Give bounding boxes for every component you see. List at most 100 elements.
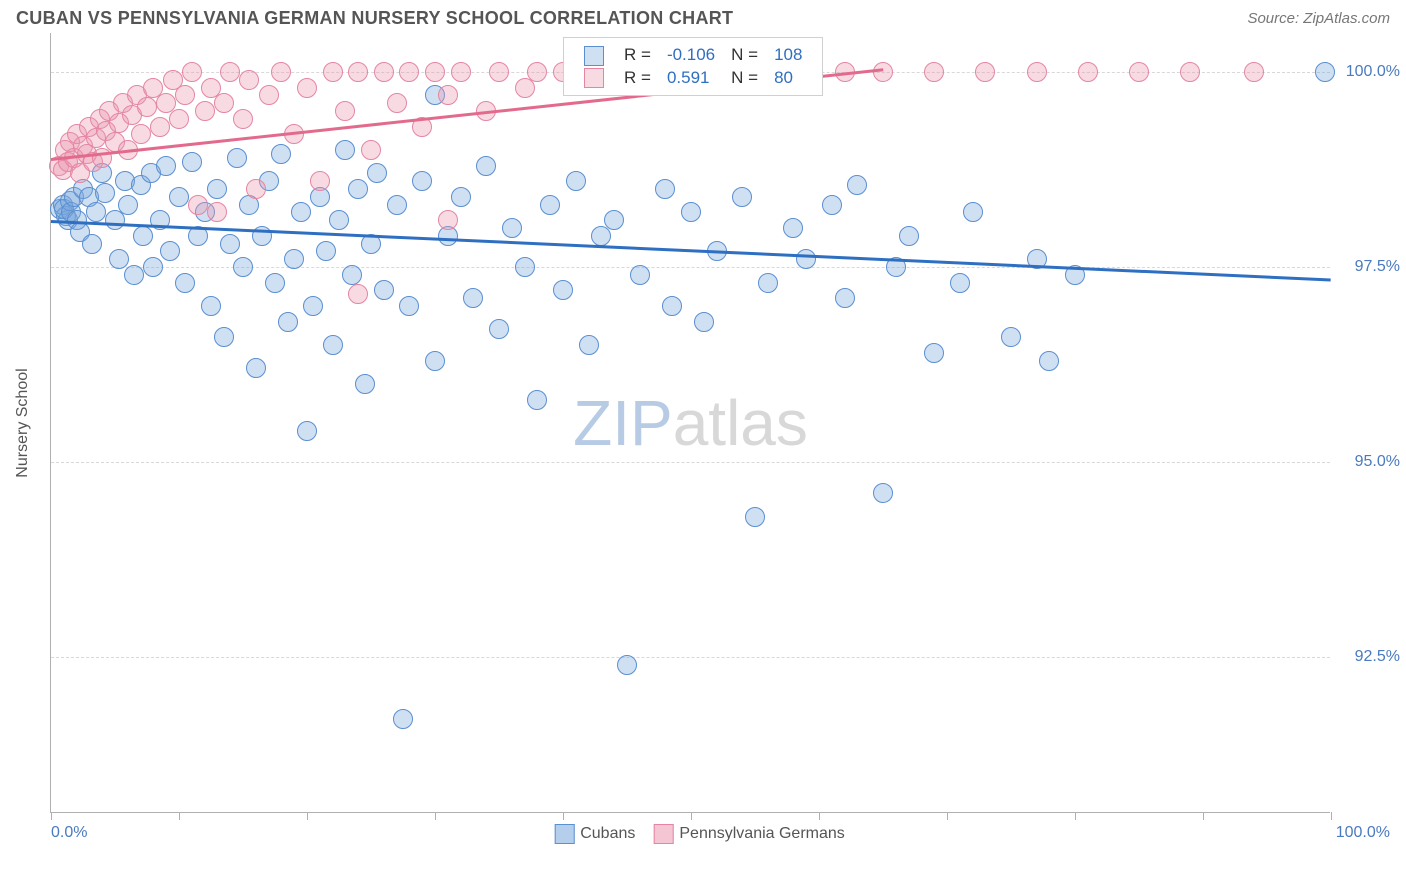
data-point bbox=[233, 109, 253, 129]
data-point bbox=[463, 288, 483, 308]
data-point bbox=[207, 202, 227, 222]
data-point bbox=[131, 124, 151, 144]
plot-area: Nursery School ZIPatlas 92.5%95.0%97.5%1… bbox=[50, 33, 1330, 813]
data-point bbox=[329, 210, 349, 230]
watermark: ZIPatlas bbox=[573, 386, 808, 460]
data-point bbox=[316, 241, 336, 261]
data-point bbox=[502, 218, 522, 238]
data-point bbox=[195, 101, 215, 121]
data-point bbox=[553, 280, 573, 300]
data-point bbox=[175, 273, 195, 293]
grid-line bbox=[51, 462, 1330, 463]
data-point bbox=[227, 148, 247, 168]
data-point bbox=[1027, 62, 1047, 82]
watermark-b: atlas bbox=[673, 387, 808, 459]
data-point bbox=[438, 210, 458, 230]
data-point bbox=[271, 62, 291, 82]
data-point bbox=[1180, 62, 1200, 82]
data-point bbox=[694, 312, 714, 332]
data-point bbox=[265, 273, 285, 293]
data-point bbox=[899, 226, 919, 246]
data-point bbox=[246, 179, 266, 199]
data-point bbox=[160, 241, 180, 261]
data-point bbox=[323, 62, 343, 82]
x-min-label: 0.0% bbox=[51, 824, 87, 842]
series-legend: CubansPennsylvania Germans bbox=[536, 824, 845, 844]
data-point bbox=[239, 70, 259, 90]
data-point bbox=[297, 78, 317, 98]
data-point bbox=[214, 93, 234, 113]
data-point bbox=[796, 249, 816, 269]
legend-n-value: 80 bbox=[766, 67, 810, 90]
data-point bbox=[1039, 351, 1059, 371]
chart-header: CUBAN VS PENNSYLVANIA GERMAN NURSERY SCH… bbox=[0, 0, 1406, 33]
data-point bbox=[451, 62, 471, 82]
data-point bbox=[342, 265, 362, 285]
data-point bbox=[297, 421, 317, 441]
data-point bbox=[118, 195, 138, 215]
grid-line bbox=[51, 657, 1330, 658]
data-point bbox=[233, 257, 253, 277]
legend-r-value: -0.106 bbox=[659, 44, 723, 67]
data-point bbox=[425, 351, 445, 371]
data-point bbox=[133, 226, 153, 246]
data-point bbox=[374, 62, 394, 82]
data-point bbox=[451, 187, 471, 207]
data-point bbox=[246, 358, 266, 378]
data-point bbox=[924, 343, 944, 363]
data-point bbox=[348, 62, 368, 82]
x-tick bbox=[691, 812, 692, 820]
data-point bbox=[137, 97, 157, 117]
data-point bbox=[367, 163, 387, 183]
data-point bbox=[924, 62, 944, 82]
data-point bbox=[393, 709, 413, 729]
x-tick bbox=[947, 812, 948, 820]
x-tick bbox=[179, 812, 180, 820]
data-point bbox=[335, 140, 355, 160]
y-tick-label: 97.5% bbox=[1340, 258, 1400, 276]
data-point bbox=[182, 62, 202, 82]
data-point bbox=[387, 93, 407, 113]
correlation-legend: R =-0.106N =108R =0.591N =80 bbox=[563, 37, 823, 96]
data-point bbox=[438, 85, 458, 105]
x-tick bbox=[51, 812, 52, 820]
data-point bbox=[617, 655, 637, 675]
data-point bbox=[681, 202, 701, 222]
data-point bbox=[109, 249, 129, 269]
data-point bbox=[201, 296, 221, 316]
data-point bbox=[1078, 62, 1098, 82]
data-point bbox=[207, 179, 227, 199]
data-point bbox=[783, 218, 803, 238]
data-point bbox=[175, 85, 195, 105]
legend-n-value: 108 bbox=[766, 44, 810, 67]
y-tick-label: 95.0% bbox=[1340, 453, 1400, 471]
data-point bbox=[975, 62, 995, 82]
data-point bbox=[835, 288, 855, 308]
data-point bbox=[188, 195, 208, 215]
data-point bbox=[95, 183, 115, 203]
data-point bbox=[489, 319, 509, 339]
data-point bbox=[1129, 62, 1149, 82]
x-max-label: 100.0% bbox=[1336, 824, 1390, 842]
data-point bbox=[630, 265, 650, 285]
x-tick bbox=[1331, 812, 1332, 820]
data-point bbox=[847, 175, 867, 195]
legend-swatch bbox=[584, 46, 604, 66]
data-point bbox=[515, 257, 535, 277]
data-point bbox=[220, 234, 240, 254]
data-point bbox=[284, 249, 304, 269]
data-point bbox=[655, 179, 675, 199]
data-point bbox=[399, 62, 419, 82]
data-point bbox=[214, 327, 234, 347]
legend-swatch bbox=[584, 68, 604, 88]
data-point bbox=[1315, 62, 1335, 82]
data-point bbox=[540, 195, 560, 215]
x-tick bbox=[307, 812, 308, 820]
x-tick bbox=[819, 812, 820, 820]
data-point bbox=[873, 62, 893, 82]
data-point bbox=[822, 195, 842, 215]
data-point bbox=[412, 171, 432, 191]
data-point bbox=[1244, 62, 1264, 82]
plot-wrap: Nursery School ZIPatlas 92.5%95.0%97.5%1… bbox=[50, 33, 1330, 813]
legend-r-label: R = bbox=[616, 67, 659, 90]
